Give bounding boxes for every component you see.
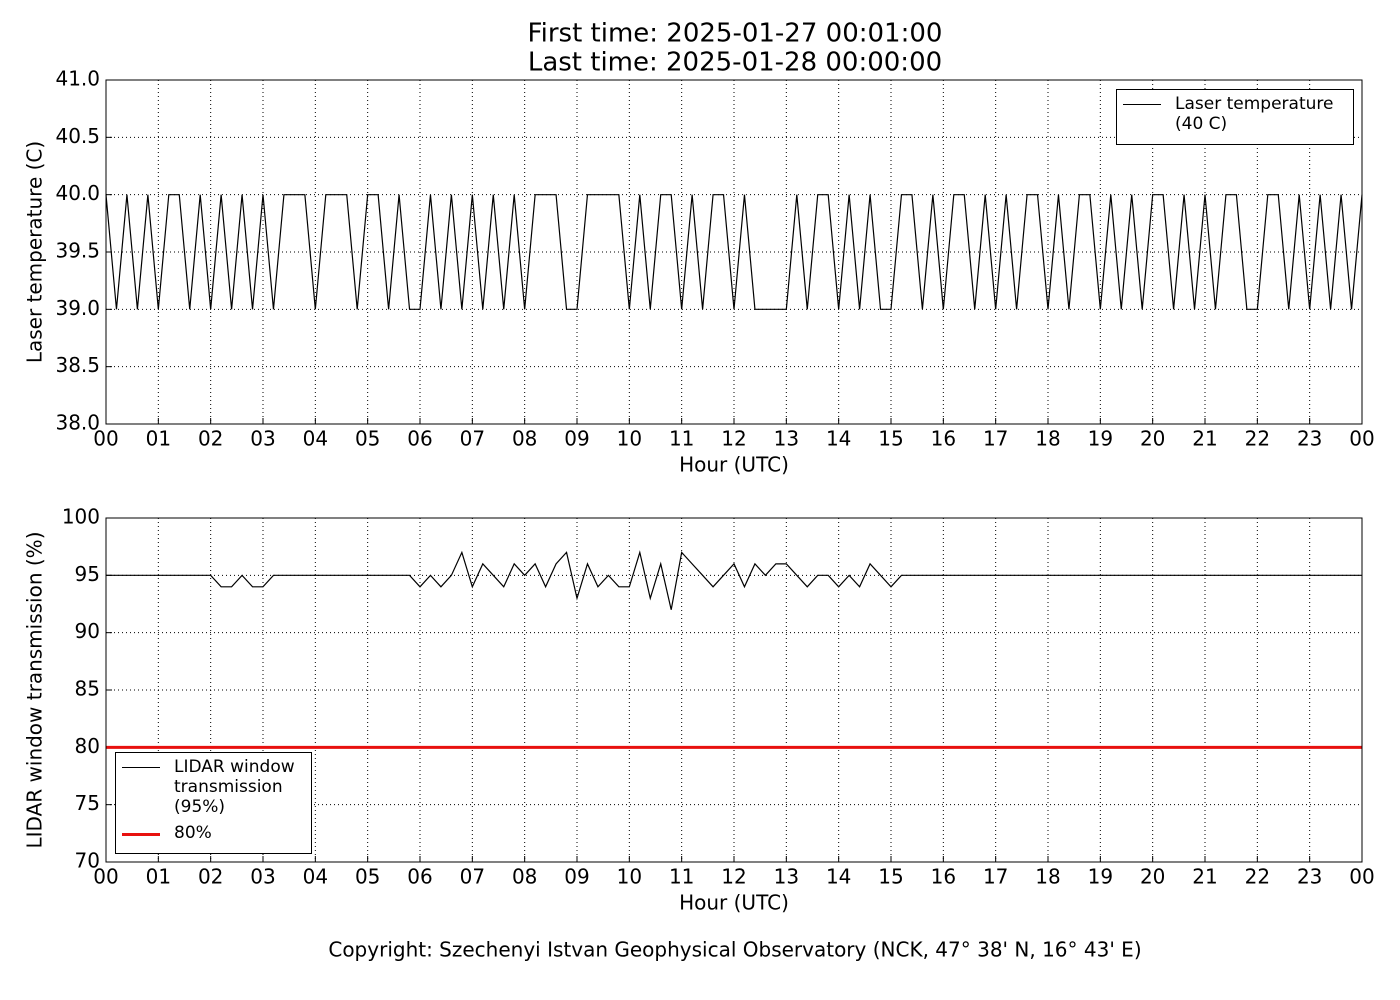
x-tick-label: 00 xyxy=(93,427,118,451)
legend-label: LIDAR window transmission (95%) xyxy=(174,757,295,817)
data-line xyxy=(106,550,1362,610)
x-tick-label: 13 xyxy=(774,427,799,451)
y-tick-label: 80 xyxy=(75,734,100,758)
x-tick-label: 18 xyxy=(1035,427,1060,451)
x-tick-label: 07 xyxy=(460,427,485,451)
x-tick-label: 12 xyxy=(721,865,746,889)
y-tick-label: 39.5 xyxy=(55,239,100,263)
y-tick-label: 90 xyxy=(75,619,100,643)
x-tick-label: 17 xyxy=(983,865,1008,889)
x-tick-label: 15 xyxy=(878,427,903,451)
y-tick-label: 39.0 xyxy=(55,296,100,320)
legend: Laser temperature (40 C) xyxy=(1116,89,1354,145)
y-tick-label: 40.5 xyxy=(55,124,100,148)
x-tick-label: 15 xyxy=(878,865,903,889)
x-axis-label: Hour (UTC) xyxy=(679,453,789,477)
x-tick-label: 03 xyxy=(250,427,275,451)
plot-frame xyxy=(105,517,1363,863)
x-tick-label: 19 xyxy=(1088,865,1113,889)
x-tick-label: 04 xyxy=(303,865,328,889)
x-tick-label: 18 xyxy=(1035,865,1060,889)
x-tick-label: 08 xyxy=(512,865,537,889)
x-tick-label: 14 xyxy=(826,865,851,889)
x-tick-label: 02 xyxy=(198,865,223,889)
legend-label: 80% xyxy=(174,823,212,843)
x-tick-label: 13 xyxy=(774,865,799,889)
footer: Copyright: Szechenyi Istvan Geophysical … xyxy=(328,938,1141,962)
x-tick-label: 11 xyxy=(669,865,694,889)
x-tick-label: 21 xyxy=(1192,427,1217,451)
x-tick-label: 08 xyxy=(512,427,537,451)
x-tick-label: 01 xyxy=(146,427,171,451)
y-axis-label: Laser temperature (C) xyxy=(23,141,47,363)
x-tick-label: 06 xyxy=(407,427,432,451)
x-tick-label: 20 xyxy=(1140,865,1165,889)
legend-swatch xyxy=(1123,104,1161,105)
x-tick-label: 02 xyxy=(198,427,223,451)
x-tick-label: 22 xyxy=(1245,865,1270,889)
x-tick-label: 11 xyxy=(669,427,694,451)
y-tick-label: 38.0 xyxy=(55,411,100,435)
x-tick-label: 00 xyxy=(1349,427,1374,451)
y-tick-label: 95 xyxy=(75,562,100,586)
x-tick-label: 16 xyxy=(931,865,956,889)
legend-item: Laser temperature (40 C) xyxy=(1123,94,1347,134)
legend-label: Laser temperature (40 C) xyxy=(1175,94,1334,134)
x-tick-label: 01 xyxy=(146,865,171,889)
x-tick-label: 04 xyxy=(303,427,328,451)
x-tick-label: 21 xyxy=(1192,865,1217,889)
y-axis-label: LIDAR window transmission (%) xyxy=(23,532,47,849)
y-tick-label: 85 xyxy=(75,677,100,701)
x-tick-label: 20 xyxy=(1140,427,1165,451)
y-tick-label: 70 xyxy=(75,849,100,873)
x-tick-label: 09 xyxy=(564,865,589,889)
legend-item: LIDAR window transmission (95%) xyxy=(122,757,305,817)
x-tick-label: 17 xyxy=(983,427,1008,451)
legend-item: 80% xyxy=(122,823,305,843)
legend-swatch xyxy=(122,767,160,768)
y-tick-label: 41.0 xyxy=(55,67,100,91)
x-tick-label: 05 xyxy=(355,427,380,451)
x-tick-label: 00 xyxy=(1349,865,1374,889)
legend: LIDAR window transmission (95%) 80% xyxy=(115,752,312,854)
data-line xyxy=(105,194,1363,310)
x-tick-label: 03 xyxy=(250,865,275,889)
x-tick-label: 12 xyxy=(721,427,746,451)
y-tick-label: 40.0 xyxy=(55,181,100,205)
x-tick-label: 16 xyxy=(931,427,956,451)
x-tick-label: 10 xyxy=(617,865,642,889)
x-tick-label: 22 xyxy=(1245,427,1270,451)
x-tick-label: 23 xyxy=(1297,865,1322,889)
legend-swatch xyxy=(122,833,160,836)
x-tick-label: 09 xyxy=(564,427,589,451)
chart-title: First time: 2025-01-27 00:01:00 xyxy=(528,19,943,49)
y-tick-label: 100 xyxy=(62,505,100,529)
x-tick-label: 14 xyxy=(826,427,851,451)
chart-subtitle: Last time: 2025-01-28 00:00:00 xyxy=(528,48,942,78)
x-tick-label: 19 xyxy=(1088,427,1113,451)
plot-frame xyxy=(105,79,1363,425)
x-tick-label: 05 xyxy=(355,865,380,889)
y-tick-label: 38.5 xyxy=(55,353,100,377)
x-tick-label: 23 xyxy=(1297,427,1322,451)
x-tick-label: 07 xyxy=(460,865,485,889)
x-tick-label: 06 xyxy=(407,865,432,889)
x-tick-label: 00 xyxy=(93,865,118,889)
y-tick-label: 75 xyxy=(75,791,100,815)
x-tick-label: 10 xyxy=(617,427,642,451)
x-axis-label: Hour (UTC) xyxy=(679,891,789,915)
